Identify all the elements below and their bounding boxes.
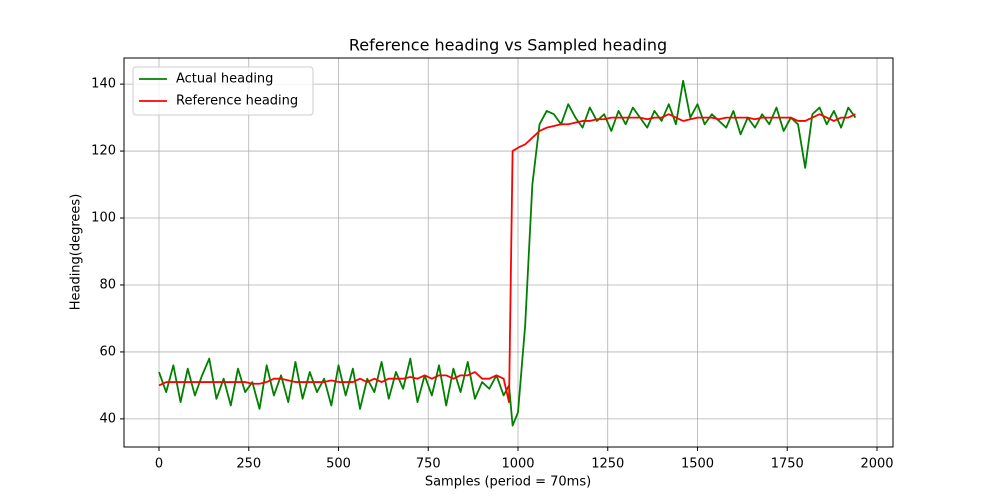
x-tick-label: 1750 bbox=[771, 457, 804, 472]
x-tick-label: 500 bbox=[326, 457, 351, 472]
x-tick-label: 1500 bbox=[681, 457, 714, 472]
series-line bbox=[158, 113, 856, 404]
x-tick-label: 2000 bbox=[860, 457, 893, 472]
y-axis-label: Heading(degrees) bbox=[69, 194, 84, 311]
x-tick-label: 1250 bbox=[591, 457, 624, 472]
plot-frame bbox=[123, 57, 894, 448]
x-tick-label: 750 bbox=[416, 457, 441, 472]
legend-label: Actual heading bbox=[176, 72, 273, 87]
legend-box bbox=[132, 66, 314, 116]
y-tick-label: 100 bbox=[91, 211, 116, 226]
x-tick-label: 250 bbox=[236, 457, 261, 472]
y-tick-label: 40 bbox=[99, 411, 116, 426]
y-tick-label: 140 bbox=[91, 77, 116, 92]
y-tick-label: 120 bbox=[91, 144, 116, 159]
y-tick-label: 60 bbox=[99, 344, 116, 359]
series-line bbox=[158, 79, 857, 427]
y-tick-label: 80 bbox=[99, 277, 116, 292]
legend-label: Reference heading bbox=[176, 94, 298, 109]
chart-title: Reference heading vs Sampled heading bbox=[349, 36, 667, 55]
x-tick-label: 1000 bbox=[501, 457, 534, 472]
x-tick-label: 0 bbox=[155, 457, 163, 472]
x-axis-label: Samples (period = 70ms) bbox=[425, 475, 591, 490]
